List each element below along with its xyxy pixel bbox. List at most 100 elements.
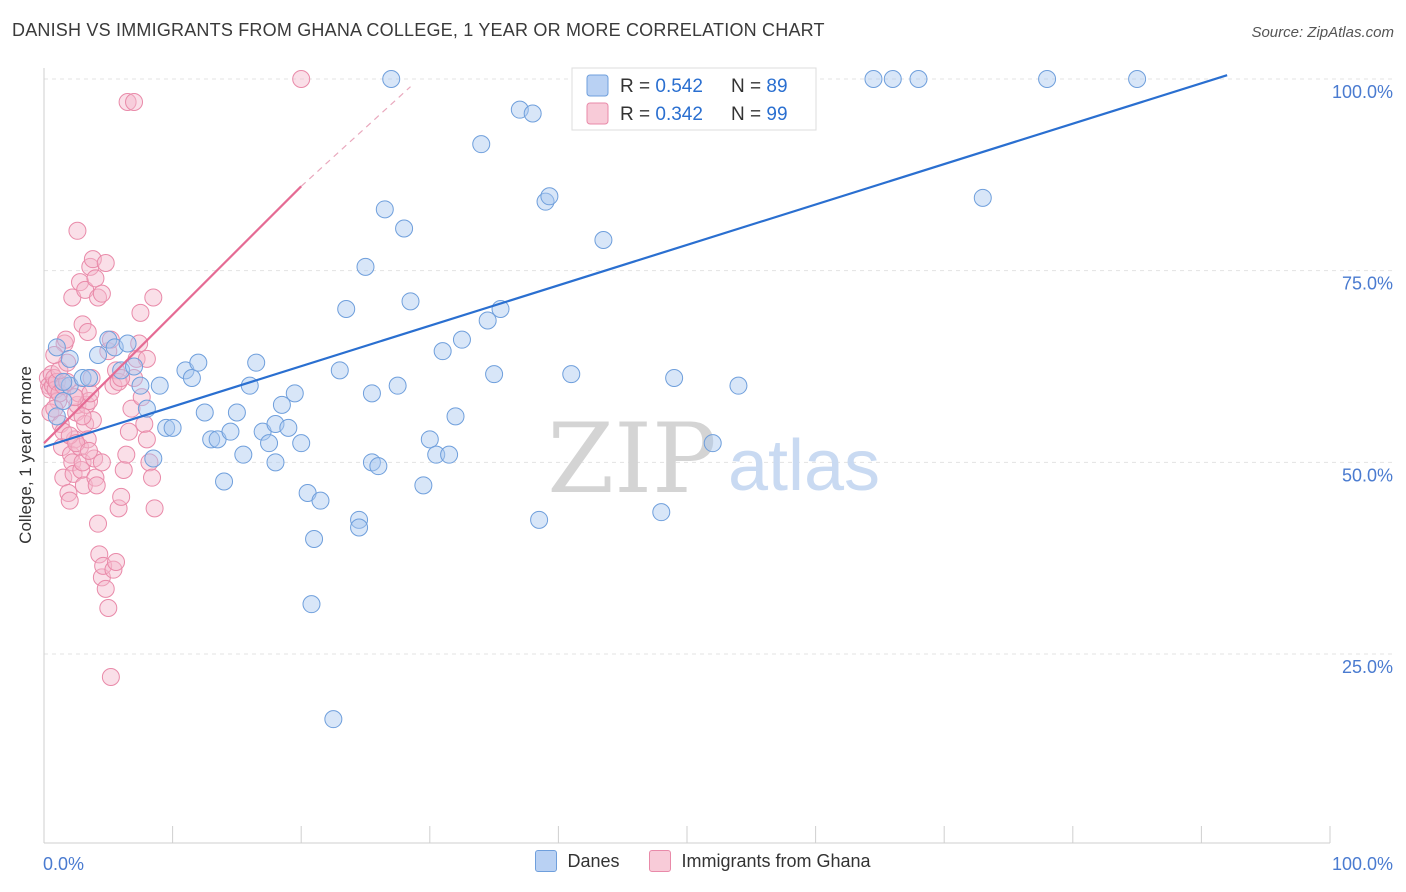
danes-point-61 — [452, 330, 471, 349]
danes-point-73 — [594, 231, 613, 249]
ghana-point-36 — [81, 384, 100, 403]
danes-point-52 — [388, 376, 407, 395]
stats-n-label-0: N = — [731, 76, 766, 97]
danes-point-50 — [369, 457, 388, 476]
danes-point-41 — [302, 595, 321, 614]
ghana-point-19 — [59, 484, 78, 502]
danes-point-76 — [703, 434, 722, 453]
danes-point-48 — [375, 200, 394, 219]
danes-point-60 — [446, 407, 465, 426]
y-tick-label-25: 25.0% — [1342, 657, 1393, 677]
ghana-point-30 — [73, 453, 92, 472]
danes-point-80 — [883, 70, 902, 88]
y-tick-label-75: 75.0% — [1342, 274, 1393, 294]
danes-point-0 — [47, 338, 66, 357]
danes-point-1 — [47, 407, 66, 426]
legend-item-danes[interactable]: Danes — [535, 850, 619, 872]
danes-point-64 — [485, 365, 504, 384]
danes-point-45 — [350, 510, 369, 529]
legend-swatch-ghana — [649, 850, 672, 872]
danes-point-17 — [157, 418, 176, 437]
x-tick-label-start: 0.0% — [43, 854, 84, 874]
ghana-point-88 — [144, 288, 163, 307]
ghana-point-35 — [80, 392, 99, 410]
danes-point-67 — [523, 104, 542, 123]
danes-point-28 — [234, 445, 253, 464]
ghana-point-76 — [92, 284, 111, 303]
danes-point-70 — [540, 187, 559, 206]
ghana-point-89 — [292, 70, 311, 88]
ghana-point-47 — [99, 599, 118, 617]
danes-point-62 — [472, 135, 491, 154]
danes-point-32 — [260, 434, 279, 453]
trend-lines — [43, 74, 1228, 449]
danes-point-27 — [227, 403, 246, 422]
ghana-point-98 — [80, 441, 99, 460]
ghana-point-22 — [63, 453, 82, 472]
ghana-point-50 — [107, 553, 126, 571]
danes-point-16 — [144, 449, 163, 468]
danes-point-63 — [478, 311, 497, 330]
danes-point-5 — [54, 372, 73, 391]
danes-point-9 — [99, 330, 118, 349]
danes-point-40 — [311, 491, 330, 510]
danes-point-46 — [356, 257, 375, 276]
danes-point-44 — [337, 300, 356, 318]
stats-n-value-1: 99 — [766, 104, 787, 125]
ghana-point-86 — [131, 303, 150, 322]
watermark: ZIP atlas — [547, 403, 880, 515]
stats-n-value-0: 89 — [766, 76, 787, 97]
danes-point-12 — [118, 334, 137, 353]
danes-point-35 — [279, 418, 298, 437]
danes-point-51 — [382, 70, 401, 88]
legend-item-ghana[interactable]: Immigrants from Ghana — [649, 850, 871, 872]
danes-point-39 — [305, 530, 324, 548]
danes-point-13 — [125, 357, 144, 376]
danes-point-58 — [433, 342, 452, 361]
danes-point-71 — [562, 365, 581, 384]
ghana-point-83 — [112, 369, 131, 387]
chart-title: DANISH VS IMMIGRANTS FROM GHANA COLLEGE,… — [12, 20, 825, 40]
danes-point-84 — [1038, 70, 1057, 88]
stats-swatch-1 — [586, 102, 609, 125]
danes-point-14 — [131, 376, 150, 395]
danes-point-82 — [973, 188, 992, 207]
danes-point-77 — [729, 376, 748, 395]
ghana-point-93 — [73, 407, 92, 426]
danes-point-22 — [195, 403, 214, 422]
bottom-legend: Danes Immigrants from Ghana — [0, 850, 1406, 872]
danes-point-30 — [247, 353, 266, 372]
y-tick-label-50: 50.0% — [1342, 465, 1393, 485]
danes-point-21 — [189, 353, 208, 372]
danes-point-59 — [440, 445, 459, 464]
danes-point-88 — [150, 376, 169, 395]
ghana-point-92 — [65, 388, 84, 407]
danes-point-81 — [909, 70, 928, 88]
ghana-point-20 — [60, 491, 79, 510]
ghana-point-43 — [90, 545, 109, 564]
x-tick-label-end: 100.0% — [1332, 854, 1393, 874]
danes-point-57 — [427, 445, 446, 464]
danes-point-86 — [350, 518, 369, 537]
watermark-zip: ZIP — [547, 403, 716, 515]
stats-legend-box — [571, 67, 817, 131]
ghana-point-60 — [132, 388, 151, 407]
ghana-point-48 — [101, 668, 120, 686]
ghana-trend-line — [43, 185, 302, 444]
danes-point-8 — [89, 346, 108, 364]
ghana-point-41 — [87, 476, 106, 495]
ghana-point-38 — [83, 411, 102, 430]
danes-point-75 — [665, 369, 684, 387]
danes-point-2 — [54, 392, 73, 410]
danes-point-68 — [530, 510, 549, 529]
ghana-point-55 — [119, 422, 138, 441]
danes-point-7 — [80, 369, 99, 387]
grid-lines — [44, 78, 1392, 655]
ghana-point-54 — [117, 445, 136, 464]
stats-row-1: R = 0.342 N = 99 — [620, 104, 788, 125]
watermark-atlas: atlas — [728, 426, 880, 506]
ghana-point-17 — [56, 330, 75, 349]
ghana-point-29 — [72, 461, 91, 479]
danes-point-34 — [272, 395, 291, 414]
